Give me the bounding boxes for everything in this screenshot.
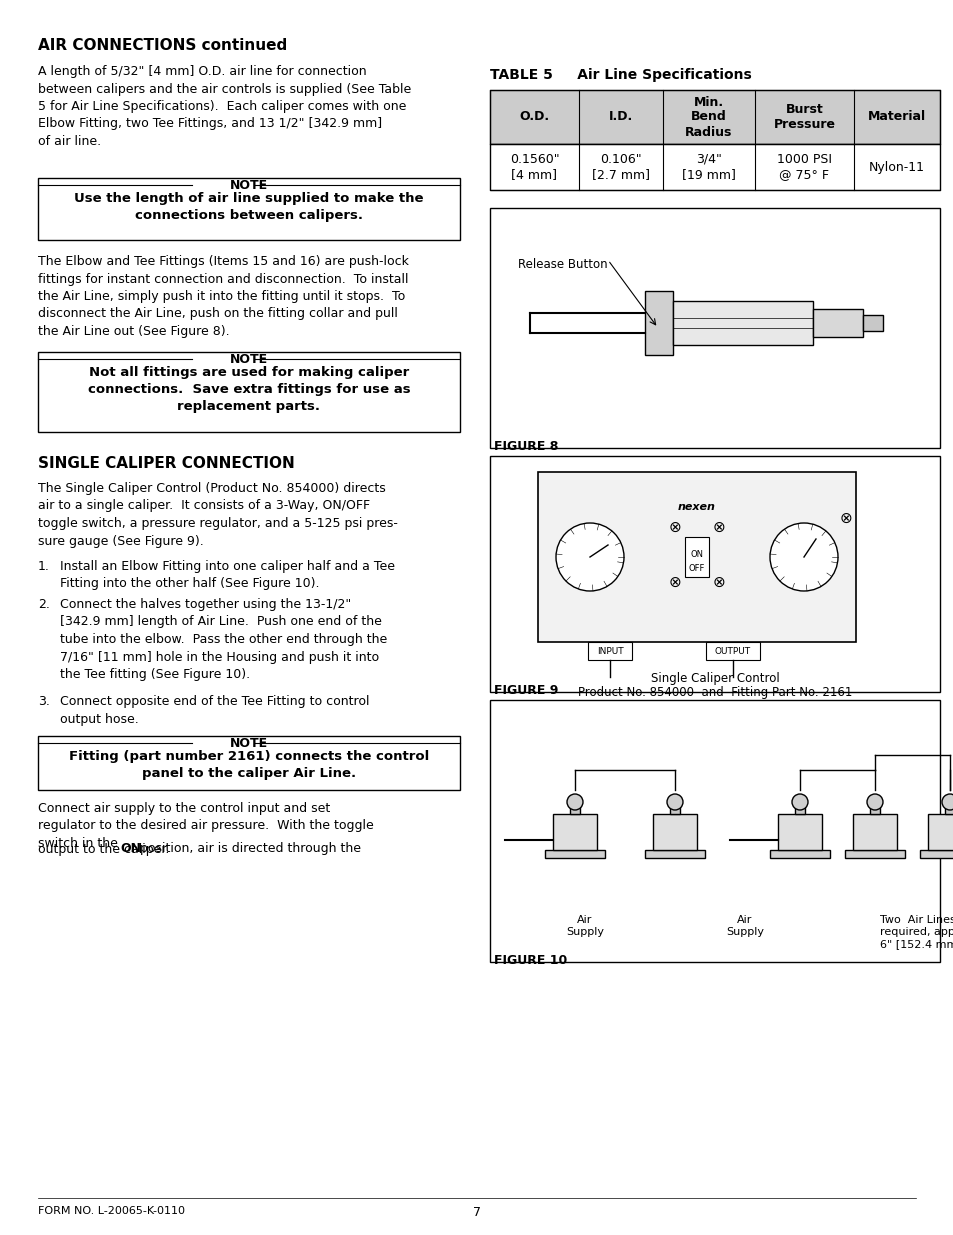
Text: INPUT: INPUT xyxy=(596,646,622,656)
Bar xyxy=(553,814,597,850)
Text: 7: 7 xyxy=(473,1207,480,1219)
Bar xyxy=(544,850,604,858)
Bar xyxy=(869,802,879,814)
Bar xyxy=(38,178,459,240)
Text: Air
Supply: Air Supply xyxy=(565,915,603,937)
Text: TABLE 5     Air Line Specifications: TABLE 5 Air Line Specifications xyxy=(490,68,751,82)
Text: O.D.: O.D. xyxy=(518,110,549,124)
Text: OFF: OFF xyxy=(688,564,704,573)
Text: 1.: 1. xyxy=(38,559,50,573)
Bar xyxy=(862,315,882,331)
Bar xyxy=(569,802,579,814)
Text: FIGURE 8: FIGURE 8 xyxy=(494,440,558,453)
Text: Fitting (part number 2161) connects the control
panel to the caliper Air Line.: Fitting (part number 2161) connects the … xyxy=(69,750,429,781)
Text: ⊗: ⊗ xyxy=(712,520,724,535)
Text: The Elbow and Tee Fittings (Items 15 and 16) are push-lock
fittings for instant : The Elbow and Tee Fittings (Items 15 and… xyxy=(38,254,409,338)
Bar xyxy=(778,814,821,850)
Bar xyxy=(490,207,939,448)
Bar xyxy=(644,850,704,858)
Bar xyxy=(652,814,697,850)
Text: Burst
Pressure: Burst Pressure xyxy=(773,103,835,131)
Bar xyxy=(490,456,939,692)
Text: ⊗: ⊗ xyxy=(668,574,680,589)
Text: ON: ON xyxy=(120,842,141,855)
Bar xyxy=(490,90,939,144)
Text: Not all fittings are used for making caliper
connections.  Save extra fittings f: Not all fittings are used for making cal… xyxy=(88,366,410,412)
Text: Connect the halves together using the 13-1/2"
[342.9 mm] length of Air Line.  Pu: Connect the halves together using the 13… xyxy=(60,598,387,680)
Bar xyxy=(490,144,939,190)
Bar xyxy=(919,850,953,858)
Text: SINGLE CALIPER CONNECTION: SINGLE CALIPER CONNECTION xyxy=(38,456,294,471)
Text: ON: ON xyxy=(690,550,702,559)
Bar xyxy=(927,814,953,850)
Circle shape xyxy=(866,794,882,810)
Text: Install an Elbow Fitting into one caliper half and a Tee
Fitting into the other : Install an Elbow Fitting into one calipe… xyxy=(60,559,395,590)
Bar xyxy=(852,814,896,850)
Circle shape xyxy=(566,794,582,810)
Text: Product No. 854000  and  Fitting Part No. 2161: Product No. 854000 and Fitting Part No. … xyxy=(578,685,851,699)
Bar xyxy=(537,472,855,642)
Text: position, air is directed through the: position, air is directed through the xyxy=(136,842,360,855)
Text: AIR CONNECTIONS continued: AIR CONNECTIONS continued xyxy=(38,38,287,53)
Circle shape xyxy=(791,794,807,810)
Bar xyxy=(669,802,679,814)
Text: Nylon-11: Nylon-11 xyxy=(868,161,924,173)
Bar xyxy=(769,850,829,858)
Text: 0.1560"
[4 mm]: 0.1560" [4 mm] xyxy=(509,153,558,182)
Circle shape xyxy=(941,794,953,810)
Text: 2.: 2. xyxy=(38,598,50,611)
Text: A length of 5/32" [4 mm] O.D. air line for connection
between calipers and the a: A length of 5/32" [4 mm] O.D. air line f… xyxy=(38,65,411,148)
Text: NOTE: NOTE xyxy=(230,353,268,366)
Text: ⊗: ⊗ xyxy=(839,510,851,526)
Bar xyxy=(705,642,760,659)
Bar xyxy=(38,352,459,432)
Text: OUTPUT: OUTPUT xyxy=(714,646,750,656)
Bar xyxy=(672,301,812,345)
Bar xyxy=(844,850,904,858)
Text: NOTE: NOTE xyxy=(230,737,268,750)
Circle shape xyxy=(769,522,837,592)
Text: 3/4"
[19 mm]: 3/4" [19 mm] xyxy=(681,153,735,182)
Circle shape xyxy=(666,794,682,810)
Text: Release Button: Release Button xyxy=(517,258,607,270)
Text: ⊗: ⊗ xyxy=(712,574,724,589)
Text: The Single Caliper Control (Product No. 854000) directs
air to a single caliper.: The Single Caliper Control (Product No. … xyxy=(38,482,397,547)
Text: FIGURE 10: FIGURE 10 xyxy=(494,953,567,967)
Text: ⊗: ⊗ xyxy=(668,520,680,535)
Text: Connect air supply to the control input and set
regulator to the desired air pre: Connect air supply to the control input … xyxy=(38,802,374,850)
Bar xyxy=(587,642,631,659)
Bar xyxy=(644,291,672,354)
Text: Use the length of air line supplied to make the
connections between calipers.: Use the length of air line supplied to m… xyxy=(74,191,423,222)
Text: FIGURE 9: FIGURE 9 xyxy=(494,684,558,697)
Text: Air
Supply: Air Supply xyxy=(725,915,763,937)
Text: Connect opposite end of the Tee Fitting to control
output hose.: Connect opposite end of the Tee Fitting … xyxy=(60,695,369,725)
Text: 1000 PSI
@ 75° F: 1000 PSI @ 75° F xyxy=(776,153,831,182)
Text: Min.
Bend
Radius: Min. Bend Radius xyxy=(684,95,732,138)
Circle shape xyxy=(556,522,623,592)
Text: NOTE: NOTE xyxy=(230,179,268,191)
Text: output to the caliper.: output to the caliper. xyxy=(38,842,170,856)
Bar xyxy=(812,309,862,337)
Bar xyxy=(38,736,459,790)
Text: Single Caliper Control: Single Caliper Control xyxy=(650,672,779,685)
Bar xyxy=(944,802,953,814)
Bar xyxy=(794,802,804,814)
Text: nexen: nexen xyxy=(678,501,715,513)
Text: FORM NO. L-20065-K-0110: FORM NO. L-20065-K-0110 xyxy=(38,1207,185,1216)
Text: Two  Air Lines
required, approx.
6" [152.4 mm] long: Two Air Lines required, approx. 6" [152.… xyxy=(879,915,953,950)
Text: I.D.: I.D. xyxy=(608,110,632,124)
Text: Material: Material xyxy=(867,110,925,124)
Text: 3.: 3. xyxy=(38,695,50,708)
Text: 0.106"
[2.7 mm]: 0.106" [2.7 mm] xyxy=(591,153,649,182)
Bar xyxy=(490,700,939,962)
Bar xyxy=(684,537,708,577)
